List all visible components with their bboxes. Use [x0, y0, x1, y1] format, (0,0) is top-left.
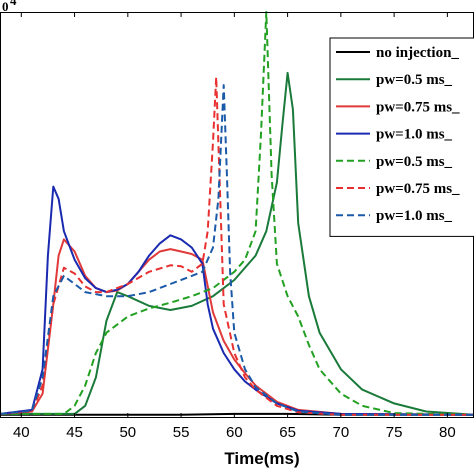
- legend-label: pw=0.75 ms_: [376, 99, 460, 115]
- x-tick-label: 75: [386, 424, 403, 441]
- series-layer: [0, 11, 474, 416]
- x-tick-label: 45: [66, 424, 83, 441]
- series-line-6: [0, 76, 474, 416]
- series-line-2: [0, 71, 474, 416]
- legend: no injection_ pw=0.5 ms_ pw=0.75 ms_ pw=1.0…: [329, 37, 474, 237]
- ticks-layer: 40 45 50 55 60 65 70 75 80: [13, 12, 456, 441]
- legend-label: pw=1.0 ms_: [376, 208, 453, 224]
- legend-label: no injection_: [376, 45, 459, 61]
- x-tick-label: 65: [279, 424, 296, 441]
- series-line-3: [0, 238, 474, 416]
- x-tick-label: 40: [13, 424, 30, 441]
- legend-box: [329, 37, 474, 237]
- legend-label: pw=0.5 ms_: [376, 154, 453, 170]
- x-tick-label: 60: [226, 424, 243, 441]
- legend-label: pw=1.0 ms_: [376, 127, 453, 143]
- legend-label: pw=0.5 ms_: [376, 72, 453, 88]
- y-exponent-label: 0: [2, 0, 9, 14]
- series-line-7: [0, 84, 474, 416]
- x-axis-label: Time(ms): [224, 449, 299, 468]
- x-tick-label: 50: [119, 424, 136, 441]
- x-tick-label: 70: [333, 424, 350, 441]
- x-tick-label: 55: [173, 424, 190, 441]
- y-exponent-power: 4: [10, 0, 17, 8]
- x-tick-label: 80: [439, 424, 456, 441]
- legend-label: pw=0.75 ms_: [376, 181, 460, 197]
- series-line-4: [0, 185, 474, 416]
- series-line-5: [0, 11, 474, 416]
